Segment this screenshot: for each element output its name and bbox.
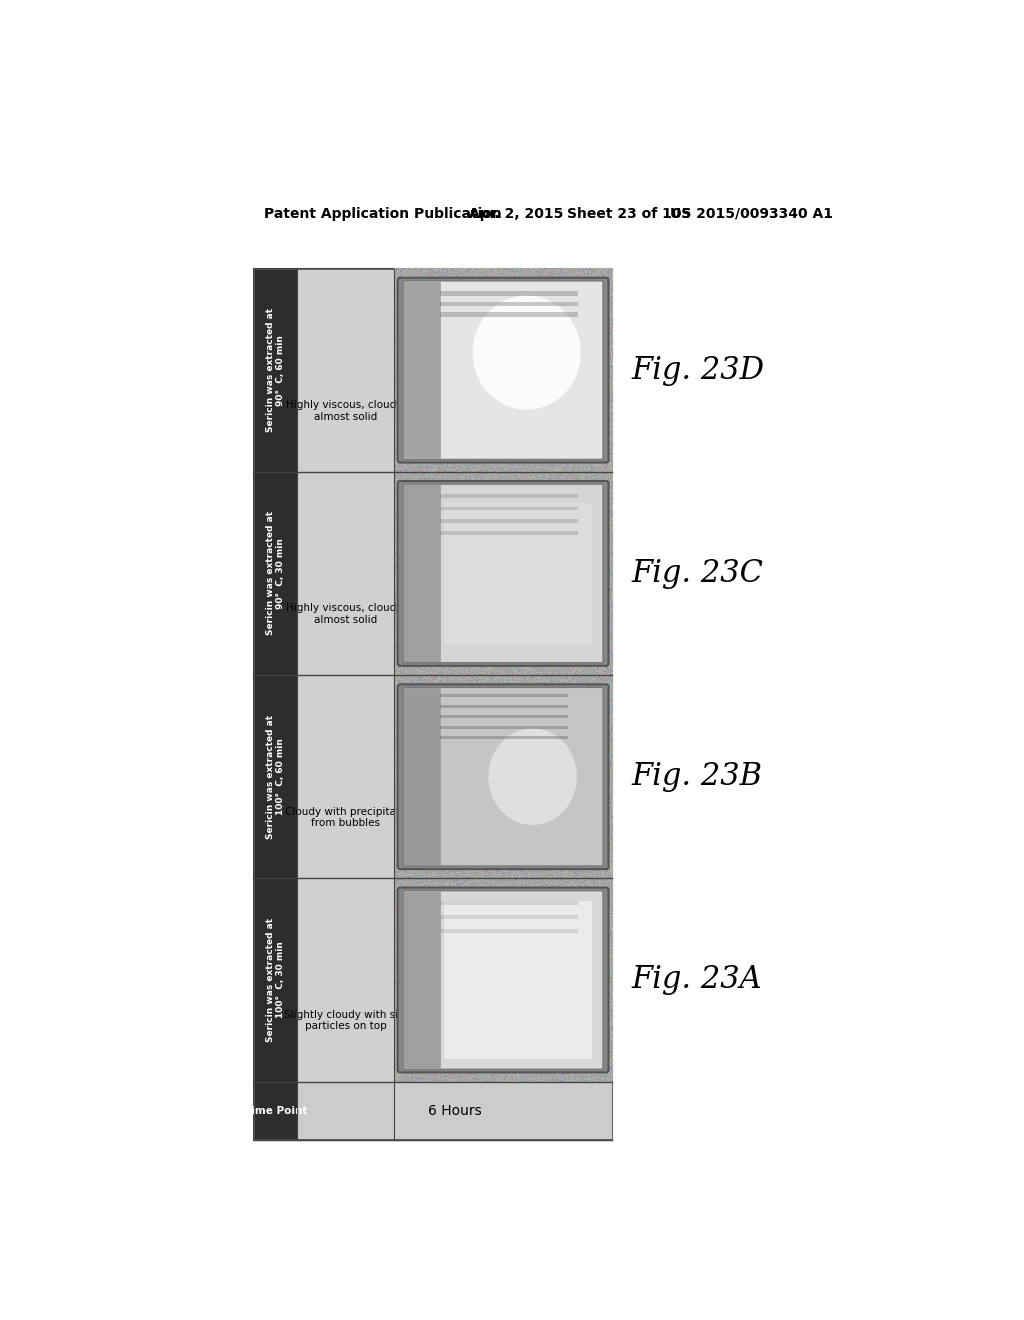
Bar — [440, 705, 568, 708]
Text: Fig. 23A: Fig. 23A — [632, 965, 763, 995]
Bar — [394, 675, 612, 878]
Text: Fig. 23B: Fig. 23B — [632, 762, 763, 792]
Bar — [254, 268, 297, 471]
Text: Cloudy with precipitate
from bubbles: Cloudy with precipitate from bubbles — [285, 807, 407, 828]
FancyBboxPatch shape — [397, 480, 608, 665]
Bar — [440, 495, 578, 498]
Text: US 2015/0093340 A1: US 2015/0093340 A1 — [671, 207, 834, 220]
Bar — [394, 471, 612, 675]
Bar — [440, 715, 568, 718]
FancyBboxPatch shape — [397, 887, 608, 1072]
FancyBboxPatch shape — [397, 684, 608, 869]
Bar — [444, 902, 592, 1059]
FancyBboxPatch shape — [403, 688, 603, 866]
Text: Highly viscous, cloudy,
almost solid: Highly viscous, cloudy, almost solid — [286, 603, 406, 624]
Bar — [440, 531, 578, 535]
FancyBboxPatch shape — [403, 484, 603, 663]
Bar — [440, 915, 578, 919]
Bar — [440, 929, 578, 933]
Bar — [440, 507, 578, 511]
FancyBboxPatch shape — [397, 277, 608, 462]
Bar — [444, 503, 592, 644]
Text: Time Point: Time Point — [244, 1106, 307, 1115]
Bar — [440, 726, 568, 729]
Text: Sericin was extracted at
100°  C, 30 min: Sericin was extracted at 100° C, 30 min — [266, 917, 286, 1041]
Text: Sheet 23 of 105: Sheet 23 of 105 — [566, 207, 691, 220]
Text: Patent Application Publication: Patent Application Publication — [263, 207, 502, 220]
Bar — [440, 292, 578, 296]
Text: Slightly cloudy with silk
particles on top: Slightly cloudy with silk particles on t… — [284, 1010, 407, 1031]
Text: Sericin was extracted at
90°  C, 60 min: Sericin was extracted at 90° C, 60 min — [266, 308, 286, 432]
FancyBboxPatch shape — [403, 281, 441, 459]
Text: Highly viscous, cloudy,
almost solid: Highly viscous, cloudy, almost solid — [286, 400, 406, 421]
FancyBboxPatch shape — [403, 281, 603, 459]
Ellipse shape — [488, 729, 577, 825]
Bar — [297, 675, 394, 878]
Text: Sericin was extracted at
100°  C, 60 min: Sericin was extracted at 100° C, 60 min — [266, 714, 286, 838]
Bar — [254, 268, 612, 1140]
FancyBboxPatch shape — [403, 891, 603, 1069]
Bar — [440, 902, 578, 904]
Bar — [254, 471, 297, 675]
Text: Apr. 2, 2015: Apr. 2, 2015 — [469, 207, 563, 220]
Bar — [297, 878, 394, 1081]
FancyBboxPatch shape — [403, 688, 441, 866]
Bar — [394, 268, 612, 471]
Text: 6 Hours: 6 Hours — [428, 1104, 481, 1118]
FancyBboxPatch shape — [403, 484, 441, 663]
Text: Sericin was extracted at
90°  C, 30 min: Sericin was extracted at 90° C, 30 min — [266, 511, 286, 635]
Bar — [440, 313, 578, 317]
Bar — [297, 471, 394, 675]
Bar — [254, 675, 297, 878]
Bar — [440, 519, 578, 523]
Bar — [440, 302, 578, 306]
Bar — [297, 268, 394, 471]
Ellipse shape — [473, 296, 581, 409]
FancyBboxPatch shape — [403, 891, 441, 1069]
Text: Fig. 23C: Fig. 23C — [632, 558, 764, 589]
Bar — [440, 737, 568, 739]
Bar — [440, 694, 568, 697]
Bar — [254, 1081, 297, 1139]
Bar — [394, 878, 612, 1081]
Bar — [297, 1081, 612, 1139]
Bar — [254, 878, 297, 1081]
Text: Fig. 23D: Fig. 23D — [632, 355, 765, 385]
